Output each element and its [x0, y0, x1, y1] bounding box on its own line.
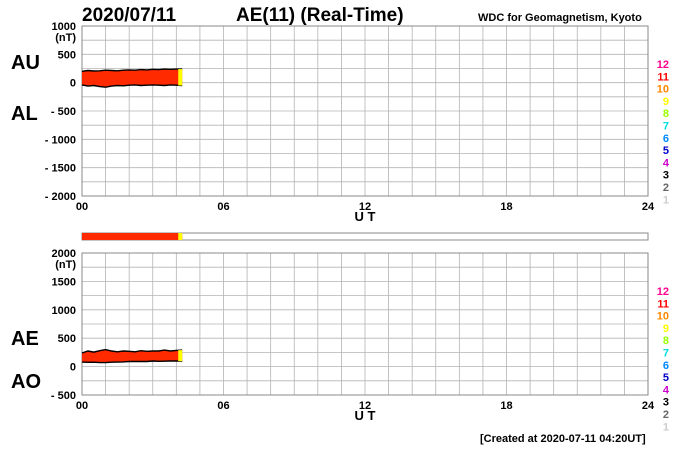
aual-ytick-label: - 1500	[45, 163, 76, 175]
aeao-ytick-label: 500	[58, 333, 76, 345]
status-band-fill	[82, 233, 183, 240]
aual-series-au	[81, 68, 183, 72]
aual-ytick-label: 1000	[52, 21, 76, 33]
aual-legend-level: 11	[657, 71, 669, 83]
status-band-now-marker	[178, 233, 183, 240]
aual-legend-level: 12	[657, 59, 669, 71]
aual-legend-level: 5	[663, 145, 669, 157]
aeao-xtick-label: 00	[76, 400, 88, 412]
aual-ytick-label: 500	[58, 49, 76, 61]
chart-title: AE(11) (Real-Time)	[236, 5, 404, 26]
aeao-legend-level: 7	[663, 348, 669, 360]
chart-date: 2020/07/11	[82, 5, 177, 26]
aual-legend-level: 7	[663, 121, 669, 133]
al-label: AL	[11, 103, 38, 125]
aeao-ytick-label: - 500	[51, 390, 76, 402]
aeao-series-ao	[81, 360, 183, 364]
aeao-legend-level: 2	[663, 409, 669, 421]
aual-series-al	[81, 84, 183, 88]
aual-xtick-label: 18	[500, 201, 512, 213]
aual-area-fill	[82, 69, 183, 88]
aual-xtick-label: 00	[76, 201, 88, 213]
aeao-legend-level: 9	[663, 323, 669, 335]
aeao-ytick-label: 0	[70, 362, 76, 374]
aeao-legend-level: 10	[657, 311, 669, 323]
aual-xtick-label: 06	[217, 201, 229, 213]
aual-ylabel: (nT)	[55, 32, 76, 44]
aeao-legend-level: 11	[657, 298, 669, 310]
aeao-plot-frame	[81, 252, 649, 396]
aeao-ylabel: (nT)	[55, 259, 76, 271]
aeao-xtick-label: 12	[359, 400, 371, 412]
created-timestamp: [Created at 2020-07-11 04:20UT]	[480, 433, 646, 445]
aual-legend-level: 8	[663, 108, 669, 120]
aeao-xtick-label: 24	[642, 400, 655, 412]
aeao-now-marker	[178, 350, 183, 362]
aual-legend-level: 4	[663, 157, 670, 169]
aual-ytick-label: - 500	[51, 106, 76, 118]
aeao-legend-level: 8	[663, 335, 669, 347]
aual-xlabel: U T	[355, 209, 376, 224]
aeao-legend-level: 1	[663, 421, 669, 433]
ae-label: AE	[11, 328, 39, 350]
aual-legend-level: 10	[657, 84, 669, 96]
aual-now-marker	[178, 69, 183, 86]
aeao-legend-level: 6	[663, 360, 669, 372]
aeao-ytick-label: 1500	[52, 276, 76, 288]
source-label: WDC for Geomagnetism, Kyoto	[478, 12, 642, 24]
aual-legend-level: 1	[663, 194, 669, 206]
aeao-legend-level: 5	[663, 372, 669, 384]
aeao-xtick-label: 06	[217, 400, 229, 412]
aual-ytick-label: 0	[70, 78, 76, 90]
aeao-legend-level: 3	[663, 397, 669, 409]
aual-legend-level: 2	[663, 182, 669, 194]
aual-xtick-label: 12	[359, 201, 371, 213]
aual-legend-level: 9	[663, 96, 669, 108]
aual-plot-frame	[81, 25, 649, 197]
aeao-xtick-label: 18	[500, 400, 512, 412]
aeao-legend-level: 4	[663, 384, 670, 396]
aual-legend-level: 3	[663, 170, 669, 182]
au-label: AU	[11, 52, 40, 74]
aeao-ytick-label: 1000	[52, 305, 76, 317]
aeao-area-fill	[82, 349, 183, 363]
aeao-ytick-label: 2000	[52, 248, 76, 260]
ao-label: AO	[11, 371, 41, 393]
aeao-series-ae	[81, 348, 183, 354]
aual-legend-level: 6	[663, 133, 669, 145]
aual-xtick-label: 24	[642, 201, 655, 213]
aeao-xlabel: U T	[355, 408, 376, 423]
aual-ytick-label: - 1000	[45, 134, 76, 146]
aual-ytick-label: - 2000	[45, 191, 76, 203]
aeao-legend-level: 12	[657, 286, 669, 298]
